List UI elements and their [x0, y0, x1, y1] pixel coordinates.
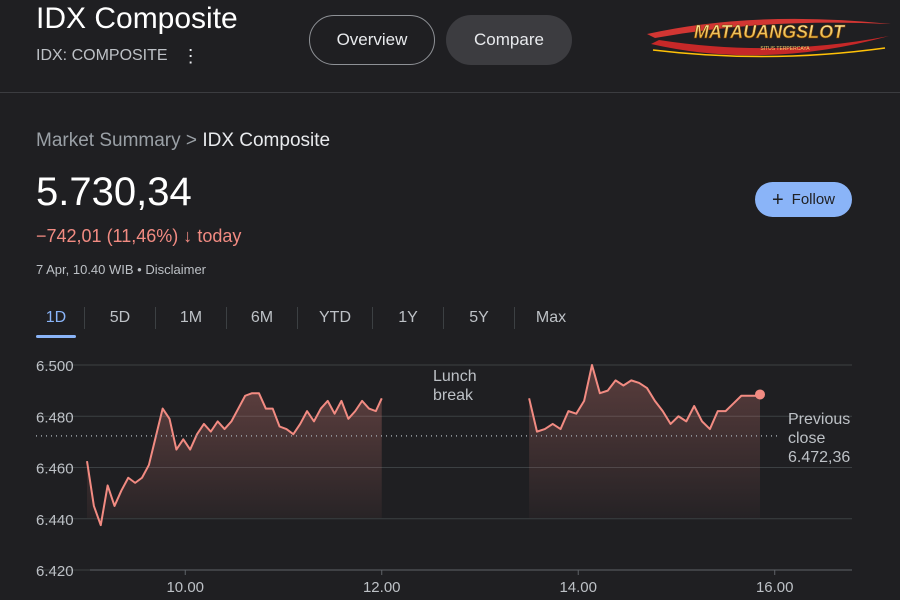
- overview-button[interactable]: Overview: [309, 15, 435, 65]
- breadcrumb-current: IDX Composite: [202, 130, 331, 151]
- previous-close-label: 6.472,36: [788, 449, 850, 466]
- header-divider: [0, 92, 900, 93]
- series-line-afternoon: [528, 364, 761, 433]
- follow-label: Follow: [791, 191, 836, 208]
- y-tick-label: 6.460: [36, 461, 74, 478]
- current-price: 5.730,34: [36, 170, 192, 214]
- tab-1y[interactable]: 1Y: [398, 309, 418, 326]
- ticker-symbol: IDX: COMPOSITE: [36, 47, 168, 64]
- tab-separator: [514, 307, 515, 329]
- price-change: −742,01 (11,46%) ↓ today: [36, 226, 241, 247]
- matauangslot-logo: MATAUANGSLOT SITUS TERPERCAYA: [647, 18, 891, 58]
- tab-separator: [226, 307, 227, 329]
- tab-6m[interactable]: 6M: [250, 309, 274, 326]
- x-tick-label: 10.00: [166, 579, 204, 596]
- tab-separator: [84, 307, 85, 329]
- y-tick-label: 6.500: [36, 358, 74, 375]
- ticker-row: IDX: COMPOSITE ⋮: [36, 47, 200, 65]
- more-vertical-icon[interactable]: ⋮: [181, 46, 200, 66]
- lunch-break-label: Lunch: [433, 368, 477, 385]
- lunch-break-label: break: [433, 387, 474, 404]
- previous-close-label: close: [788, 430, 825, 447]
- price-change-period: today: [197, 226, 242, 246]
- tab-5d[interactable]: 5D: [109, 309, 131, 326]
- tab-separator: [155, 307, 156, 329]
- series-area-morning: [87, 393, 382, 526]
- x-tick-label: 16.00: [756, 579, 794, 596]
- compare-button[interactable]: Compare: [446, 15, 572, 65]
- series-line-morning: [86, 392, 383, 527]
- x-tick-label: 14.00: [559, 579, 597, 596]
- intraday-chart[interactable]: 6.500 6.480 6.460 6.440 6.420 10.00 12.00 14.00…: [0, 340, 900, 600]
- tab-separator: [297, 307, 298, 329]
- plus-icon: +: [771, 188, 784, 211]
- breadcrumb-separator: >: [185, 130, 198, 151]
- tab-ytd[interactable]: YTD: [319, 309, 351, 326]
- last-price-marker: [755, 389, 765, 400]
- tab-1d[interactable]: 1D: [28, 300, 84, 338]
- follow-button[interactable]: + Follow: [755, 182, 852, 217]
- tab-1m[interactable]: 1M: [179, 309, 203, 326]
- timestamp-disclaimer: 7 Apr, 10.40 WIB • Disclaimer: [36, 262, 207, 277]
- range-tabs: 1D 5D 1M 6M YTD 1Y 5Y Max: [28, 300, 587, 338]
- tab-5y[interactable]: 5Y: [469, 309, 489, 326]
- x-tick-label: 12.00: [363, 579, 401, 596]
- y-tick-label: 6.480: [36, 409, 74, 426]
- tab-max[interactable]: Max: [535, 309, 567, 326]
- svg-text:SITUS TERPERCAYA: SITUS TERPERCAYA: [760, 46, 810, 52]
- series-area-afternoon: [529, 365, 760, 518]
- tab-separator: [372, 307, 373, 329]
- previous-close-label: Previous: [788, 411, 850, 428]
- y-tick-label: 6.420: [36, 563, 74, 580]
- breadcrumb-root[interactable]: Market Summary: [36, 130, 181, 151]
- arrow-down-icon: ↓: [183, 226, 193, 246]
- breadcrumb: Market Summary > IDX Composite: [36, 130, 330, 152]
- tab-separator: [443, 307, 444, 329]
- y-tick-label: 6.440: [36, 512, 74, 529]
- page-title: IDX Composite: [36, 2, 238, 35]
- svg-text:MATAUANGSLOT: MATAUANGSLOT: [694, 22, 846, 42]
- price-change-value: −742,01 (11,46%): [36, 226, 179, 246]
